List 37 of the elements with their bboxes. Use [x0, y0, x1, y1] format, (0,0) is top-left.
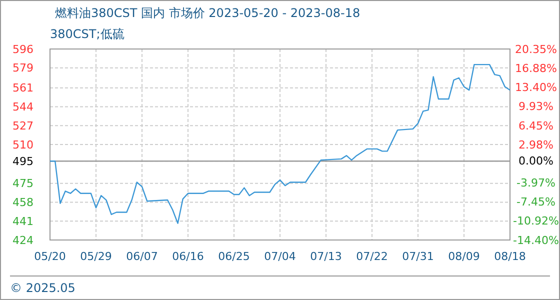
y-tick-label: 475	[12, 177, 34, 190]
x-tick-label: 07/22	[356, 250, 388, 263]
y-tick-label: 596	[12, 42, 34, 56]
y2-tick-label: 9.93%	[518, 100, 554, 114]
x-tick-label: 08/18	[494, 250, 526, 263]
chart-title: 燃料油380CST 国内 市场价 2023-05-20 - 2023-08-18	[55, 6, 360, 20]
y2-tick-label: -10.92%	[513, 214, 559, 228]
y2-tick-label: 2.98%	[518, 138, 554, 152]
y-tick-label: 510	[12, 138, 34, 152]
text: © 2025.05	[10, 281, 76, 295]
y-tick-label: 495	[12, 155, 34, 168]
y-tick-label: 544	[12, 100, 34, 114]
y2-tick-label: 20.35%	[515, 42, 557, 56]
y-tick-label: 458	[12, 196, 34, 210]
y2-tick-label: 6.45%	[518, 119, 554, 132]
x-tick-label: 06/25	[218, 250, 250, 263]
x-tick-label: 07/04	[264, 250, 296, 263]
line-series	[49, 64, 511, 224]
x-tick-label: 06/07	[126, 250, 158, 263]
y-tick-label: 561	[12, 82, 34, 95]
y2-tick-label: -14.40%	[513, 234, 559, 247]
x-tick-label: 07/13	[310, 250, 342, 263]
y2-tick-label: 13.40%	[515, 81, 557, 94]
y2-tick-label: -7.45%	[516, 196, 556, 209]
y2-tick-label: 16.88%	[515, 62, 557, 75]
x-tick-label: 05/29	[80, 250, 112, 263]
x-tick-label: 05/20	[34, 250, 66, 263]
y-tick-label: 527	[12, 119, 34, 132]
chart-subtitle: 380CST;低硫	[50, 27, 124, 41]
y-tick-label: 579	[12, 62, 34, 75]
x-tick-label: 08/09	[448, 250, 480, 263]
y-tick-label: 424	[12, 234, 34, 247]
y2-tick-label: -3.97%	[516, 176, 556, 190]
x-tick-label: 07/31	[402, 250, 434, 263]
x-tick-label: 06/16	[172, 250, 204, 263]
y-tick-label: 441	[12, 214, 34, 228]
y2-tick-label: 0.00%	[518, 154, 554, 168]
